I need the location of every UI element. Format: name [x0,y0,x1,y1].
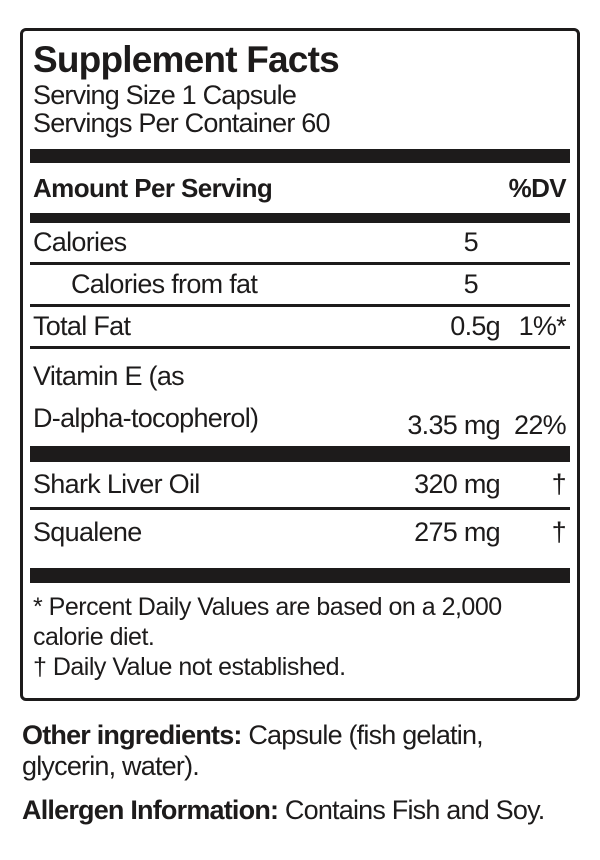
supplement-facts-panel: Supplement Facts Serving Size 1 Capsule … [20,28,580,701]
row-separator [30,346,570,349]
other-ingredients-label: Other ingredients: [22,720,242,750]
nutrient-amount: 320 mg [414,469,501,499]
row-calories: Calories 5 [30,223,570,262]
allergen-text: Contains Fish and Soy. [278,795,545,825]
amount-per-serving-header: Amount Per Serving [33,173,273,203]
row-total-fat: Total Fat 0.5g 1%* [30,307,570,346]
nutrient-amount: 275 mg [414,517,501,547]
divider-bar-bottom [30,568,570,583]
other-ingredients-text-line2: glycerin, water). [22,751,200,781]
nutrient-name: Calories from fat [71,269,258,299]
nutrient-name: Squalene [33,517,142,547]
nutrient-dv: † [551,517,567,547]
nutrient-name: Shark Liver Oil [33,469,200,499]
nutrient-dv: 1%* [518,311,567,341]
other-ingredients-text-line1: Capsule (fish gelatin, [241,720,483,750]
nutrient-amount: 5 [463,227,479,257]
footnote-dagger: † Daily Value not established. [33,653,346,681]
nutrient-name-line2: D-alpha-tocopherol) [33,403,259,433]
allergen-information: Allergen Information: Contains Fish and … [22,795,580,826]
divider-bar-header [30,213,570,223]
row-calories-from-fat: Calories from fat 5 [30,265,570,304]
footnote-dv-line1: * Percent Daily Values are based on a 2,… [33,593,502,621]
footnote-dv-line2: calorie diet. [33,623,155,651]
row-separator [30,262,570,265]
row-shark-liver-oil: Shark Liver Oil 320 mg † [30,462,570,507]
servings-per-container: Servings Per Container 60 [33,108,330,138]
nutrient-amount: 5 [463,269,479,299]
column-header-row: Amount Per Serving %DV [30,163,570,213]
nutrient-dv: 22% [514,410,567,440]
row-vitamin-e: Vitamin E (as D-alpha-tocopherol) 3.35 m… [30,349,570,446]
divider-bar-section [30,446,570,462]
dv-header: %DV [508,173,567,203]
footnotes: * Percent Daily Values are based on a 2,… [30,583,570,682]
other-ingredients: Other ingredients: Capsule (fish gelatin… [22,720,580,782]
row-separator [30,507,570,510]
row-separator [30,304,570,307]
serving-size: Serving Size 1 Capsule [33,80,297,110]
nutrient-name: Calories [33,227,127,257]
panel-title: Supplement Facts [33,39,340,80]
allergen-label: Allergen Information: [22,795,279,825]
row-squalene: Squalene 275 mg † [30,510,570,555]
nutrient-amount: 3.35 mg [407,410,500,440]
nutrient-dv: † [551,469,567,499]
nutrient-name: Vitamin E (as D-alpha-tocopherol) [33,355,388,439]
divider-bar-top [30,149,570,163]
nutrient-name: Total Fat [33,311,131,341]
nutrient-name-line1: Vitamin E (as [33,361,185,391]
nutrient-amount: 0.5g [450,311,500,341]
